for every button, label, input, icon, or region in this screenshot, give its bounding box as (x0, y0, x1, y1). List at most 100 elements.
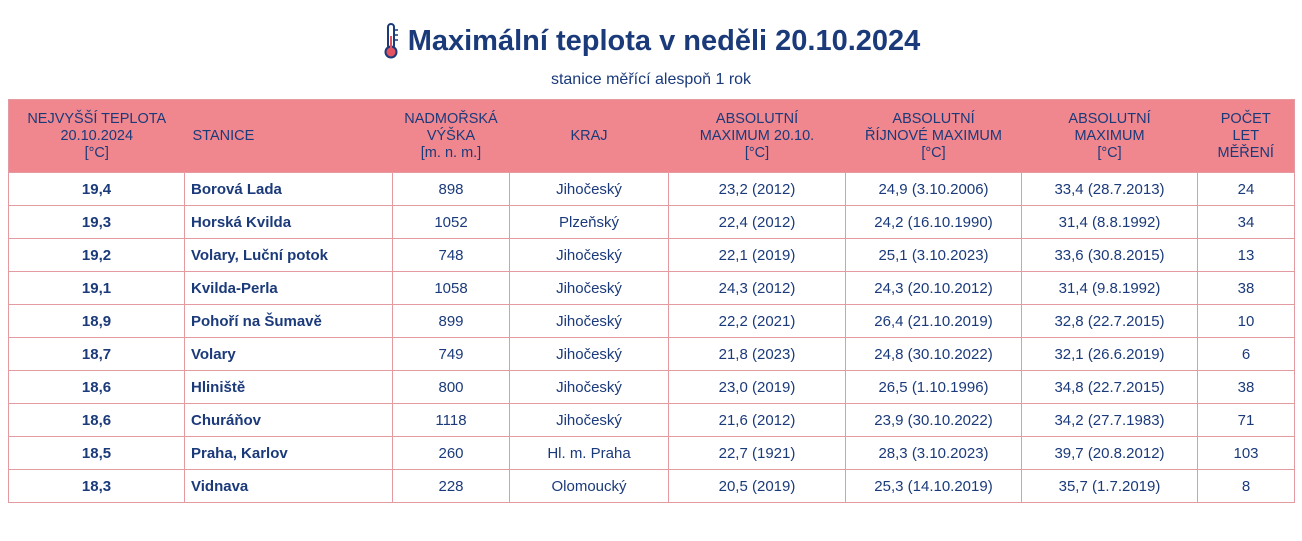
table-row: 18,5 Praha, Karlov 260 Hl. m. Praha 22,7 (19… (8, 436, 1295, 470)
region-cell: Jihočeský (509, 172, 669, 206)
years-cell: 24 (1197, 172, 1295, 206)
header-max-temp: NEJVYŠŠÍ TEPLOTA 20.10.2024 [°C] (8, 99, 185, 173)
october-max-cell: 26,5 (1.10.1996) (845, 370, 1022, 404)
header-line: STANICE (192, 127, 255, 144)
altitude-cell: 228 (392, 469, 510, 503)
header-line: [°C] (744, 144, 770, 161)
years-cell: 10 (1197, 304, 1295, 338)
table-body: 19,4 Borová Lada 898 Jihočeský 23,2 (2012) 24… (8, 172, 1295, 503)
abs-max-cell: 39,7 (20.8.2012) (1021, 436, 1198, 470)
page-title: Maximální teplota v neděli 20.10.2024 (407, 24, 921, 57)
abs-max-cell: 34,2 (27.7.1983) (1021, 403, 1198, 437)
header-region: KRAJ (509, 99, 669, 173)
altitude-cell: 1052 (392, 205, 510, 239)
table-row: 18,3 Vidnava 228 Olomoucký 20,5 (2019) 25,3 (… (8, 469, 1295, 503)
station-cell: Praha, Karlov (184, 436, 393, 470)
header-line: MAXIMUM (1074, 127, 1145, 144)
abs-max-date-cell: 23,0 (2019) (668, 370, 846, 404)
header-line: POČET (1220, 110, 1271, 127)
region-cell: Jihočeský (509, 403, 669, 437)
max-temp-cell: 19,4 (8, 172, 185, 206)
region-cell: Jihočeský (509, 304, 669, 338)
years-cell: 71 (1197, 403, 1295, 437)
max-temp-cell: 19,2 (8, 238, 185, 272)
october-max-cell: 24,8 (30.10.2022) (845, 337, 1022, 371)
station-cell: Horská Kvilda (184, 205, 393, 239)
max-temp-cell: 18,6 (8, 403, 185, 437)
abs-max-cell: 31,4 (8.8.1992) (1021, 205, 1198, 239)
altitude-cell: 800 (392, 370, 510, 404)
max-temp-cell: 19,3 (8, 205, 185, 239)
max-temp-cell: 18,3 (8, 469, 185, 503)
max-temp-cell: 18,7 (8, 337, 185, 371)
header-abs-max-date: ABSOLUTNÍ MAXIMUM 20.10. [°C] (668, 99, 846, 173)
region-cell: Jihočeský (509, 370, 669, 404)
temperature-table: NEJVYŠŠÍ TEPLOTA 20.10.2024 [°C] STANICE NAD… (8, 99, 1295, 503)
altitude-cell: 748 (392, 238, 510, 272)
october-max-cell: 28,3 (3.10.2023) (845, 436, 1022, 470)
header-line: MAXIMUM 20.10. (699, 127, 815, 144)
abs-max-cell: 32,1 (26.6.2019) (1021, 337, 1198, 371)
max-temp-cell: 19,1 (8, 271, 185, 305)
years-cell: 38 (1197, 370, 1295, 404)
title-row: Maximální teplota v neděli 20.10.2024 (0, 22, 1302, 65)
station-cell: Volary (184, 337, 393, 371)
table-header-row: NEJVYŠŠÍ TEPLOTA 20.10.2024 [°C] STANICE NAD… (8, 99, 1295, 173)
altitude-cell: 898 (392, 172, 510, 206)
max-temp-cell: 18,9 (8, 304, 185, 338)
altitude-cell: 260 (392, 436, 510, 470)
abs-max-cell: 33,4 (28.7.2013) (1021, 172, 1198, 206)
station-cell: Borová Lada (184, 172, 393, 206)
region-cell: Plzeňský (509, 205, 669, 239)
abs-max-cell: 31,4 (9.8.1992) (1021, 271, 1198, 305)
max-temp-cell: 18,5 (8, 436, 185, 470)
table-row: 19,3 Horská Kvilda 1052 Plzeňský 22,4 (2012)… (8, 205, 1295, 239)
abs-max-cell: 34,8 (22.7.2015) (1021, 370, 1198, 404)
table-row: 18,7 Volary 749 Jihočeský 21,8 (2023) 24,8 (3… (8, 337, 1295, 371)
header-line: NEJVYŠŠÍ TEPLOTA (27, 110, 167, 127)
region-cell: Jihočeský (509, 238, 669, 272)
abs-max-date-cell: 22,1 (2019) (668, 238, 846, 272)
years-cell: 34 (1197, 205, 1295, 239)
header-line: VÝŠKA (426, 127, 476, 144)
october-max-cell: 24,3 (20.10.2012) (845, 271, 1022, 305)
station-cell: Churáňov (184, 403, 393, 437)
abs-max-cell: 35,7 (1.7.2019) (1021, 469, 1198, 503)
abs-max-date-cell: 22,2 (2021) (668, 304, 846, 338)
years-cell: 13 (1197, 238, 1295, 272)
abs-max-cell: 33,6 (30.8.2015) (1021, 238, 1198, 272)
header-line: [m. n. m.] (420, 144, 482, 161)
header-line: [°C] (1097, 144, 1122, 161)
october-max-cell: 24,2 (16.10.1990) (845, 205, 1022, 239)
october-max-cell: 23,9 (30.10.2022) (845, 403, 1022, 437)
header-line: ABSOLUTNÍ (1068, 110, 1151, 127)
years-cell: 6 (1197, 337, 1295, 371)
header-line: MĚŘENÍ (1217, 144, 1274, 161)
header-line: ABSOLUTNÍ (892, 110, 975, 127)
station-cell: Pohoří na Šumavě (184, 304, 393, 338)
header-line: [°C] (921, 144, 946, 161)
years-cell: 8 (1197, 469, 1295, 503)
header-line: ŘÍJNOVÉ MAXIMUM (865, 127, 1002, 144)
altitude-cell: 899 (392, 304, 510, 338)
october-max-cell: 26,4 (21.10.2019) (845, 304, 1022, 338)
october-max-cell: 24,9 (3.10.2006) (845, 172, 1022, 206)
header-october-max: ABSOLUTNÍ ŘÍJNOVÉ MAXIMUM [°C] (845, 99, 1022, 173)
altitude-cell: 1118 (392, 403, 510, 437)
station-cell: Vidnava (184, 469, 393, 503)
october-max-cell: 25,1 (3.10.2023) (845, 238, 1022, 272)
region-cell: Hl. m. Praha (509, 436, 669, 470)
table-row: 18,6 Churáňov 1118 Jihočeský 21,6 (2012) 23,9… (8, 403, 1295, 437)
abs-max-date-cell: 21,6 (2012) (668, 403, 846, 437)
header-line: ABSOLUTNÍ (715, 110, 799, 127)
table-row: 18,6 Hliniště 800 Jihočeský 23,0 (2019) 26,5 … (8, 370, 1295, 404)
abs-max-date-cell: 23,2 (2012) (668, 172, 846, 206)
station-cell: Hliniště (184, 370, 393, 404)
altitude-cell: 1058 (392, 271, 510, 305)
thermometer-icon (384, 23, 398, 59)
abs-max-cell: 32,8 (22.7.2015) (1021, 304, 1198, 338)
header-abs-max: ABSOLUTNÍ MAXIMUM [°C] (1021, 99, 1198, 173)
max-temp-cell: 18,6 (8, 370, 185, 404)
region-cell: Jihočeský (509, 337, 669, 371)
